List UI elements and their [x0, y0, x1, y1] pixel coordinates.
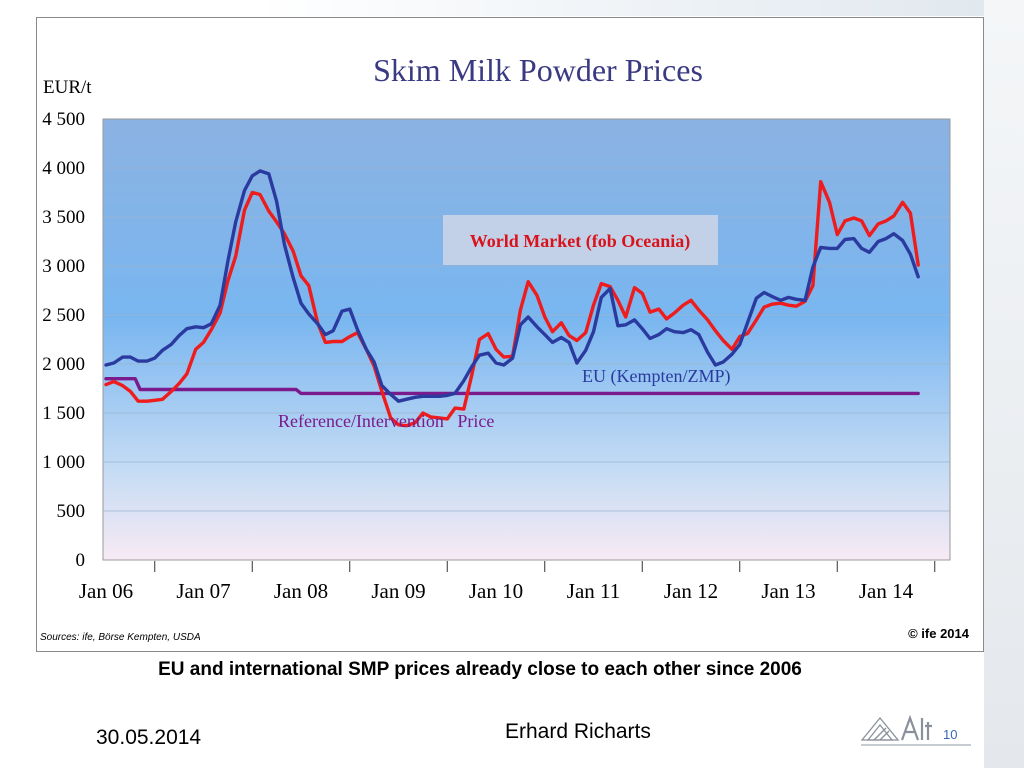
x-tick-label: Jan 10: [469, 579, 523, 603]
slide-caption: EU and international SMP prices already …: [158, 659, 802, 680]
chart-title: Skim Milk Powder Prices: [373, 52, 703, 88]
x-tick-labels: Jan 06 Jan 07 Jan 08 Jan 09 Jan 10 Jan 11 Jan …: [79, 561, 936, 603]
y-tick-label: 3 500: [42, 207, 85, 228]
y-tick-label: 0: [76, 550, 86, 571]
y-tick-label: 2 000: [42, 354, 85, 375]
x-tick-label: Jan 14: [859, 579, 914, 603]
decorative-top-band: [255, 0, 1024, 16]
footer-date: 30.05.2014: [96, 726, 202, 749]
page-number: 10: [943, 727, 958, 742]
x-tick-label: Jan 11: [567, 579, 620, 603]
y-tick-label: 2 500: [42, 305, 85, 326]
x-tick-label: Jan 13: [761, 579, 815, 603]
y-tick-label: 4 000: [42, 158, 85, 179]
source-note: Sources: ife, Börse Kempten, USDA: [40, 632, 201, 643]
y-tick-label: 4 500: [42, 109, 85, 130]
y-tick-label: 3 000: [42, 256, 85, 277]
y-tick-label: 500: [57, 501, 86, 522]
reference-price-annotation: Reference/Intervention Price: [278, 411, 494, 431]
world-market-annotation: World Market (fob Oceania): [470, 231, 690, 252]
x-tick-label: Jan 09: [371, 579, 425, 603]
x-tick-label: Jan 08: [274, 579, 328, 603]
chart-svg: Skim Milk Powder Prices EUR/t 0 500 1 000 1…: [40, 52, 970, 643]
y-tick-label: 1 000: [42, 452, 85, 473]
decorative-right-band: [984, 0, 1024, 768]
copyright-note: © ife 2014: [908, 626, 970, 641]
x-tick-label: Jan 06: [79, 579, 133, 603]
world-market-annotation-box: [443, 215, 718, 265]
eu-annotation: EU (Kempten/ZMP): [582, 366, 730, 387]
y-axis-label: EUR/t: [43, 77, 92, 98]
x-tick-label: Jan 12: [664, 579, 718, 603]
x-tick-label: Jan 07: [176, 579, 230, 603]
grid-lines: [103, 167, 950, 512]
y-tick-label: 1 500: [42, 403, 85, 424]
series-lines: [104, 169, 920, 428]
company-logo: [860, 714, 971, 746]
chart-frame: Skim Milk Powder Prices EUR/t 0 500 1 000 1…: [36, 17, 984, 652]
footer-author: Erhard Richarts: [505, 720, 651, 743]
eu-series-line: [104, 169, 920, 403]
y-tick-labels: 0 500 1 000 1 500 2 000 2 500 3 000 3 500 4 000 4…: [42, 109, 85, 571]
ref-series-line: [104, 377, 920, 396]
